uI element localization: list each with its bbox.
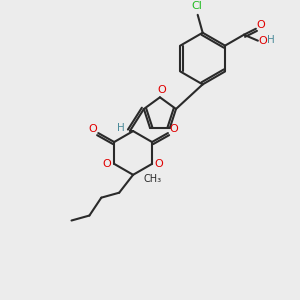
Text: CH₃: CH₃ [144, 174, 162, 184]
Text: H: H [117, 123, 125, 133]
Text: O: O [103, 159, 112, 169]
Text: Cl: Cl [191, 1, 202, 11]
Text: O: O [259, 36, 267, 46]
Text: O: O [158, 85, 166, 95]
Text: O: O [169, 124, 178, 134]
Text: O: O [154, 159, 164, 169]
Text: H: H [267, 35, 275, 45]
Text: O: O [88, 124, 97, 134]
Text: O: O [256, 20, 265, 30]
